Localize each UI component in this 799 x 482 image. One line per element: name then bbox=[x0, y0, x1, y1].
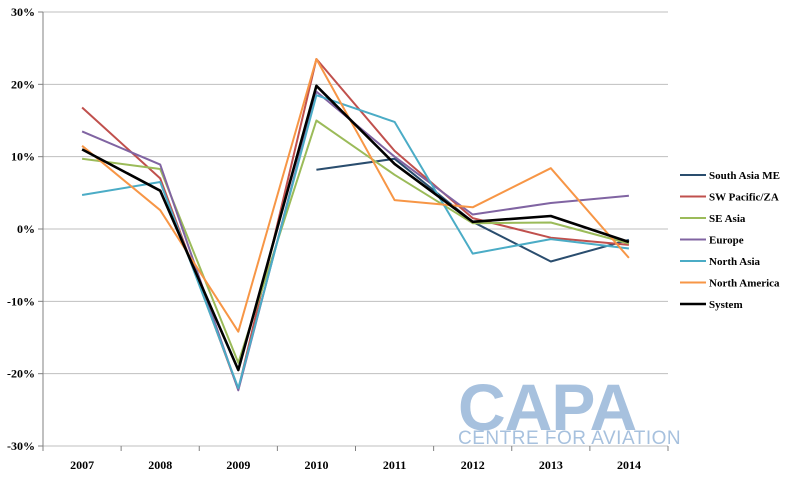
y-tick-label: 30% bbox=[11, 5, 35, 19]
y-tick-label: -10% bbox=[7, 294, 35, 308]
legend-item: South Asia ME bbox=[680, 170, 780, 182]
watermark-logo-text: CAPA bbox=[458, 370, 636, 444]
x-tick-label: 2012 bbox=[461, 458, 485, 472]
watermark-subtitle: CENTRE FOR AVIATION bbox=[458, 428, 681, 449]
capa-watermark-logo: CAPA CENTRE FOR AVIATION bbox=[458, 370, 681, 449]
x-tick-label: 2013 bbox=[539, 458, 563, 472]
y-axis-ticks: 30% 20% 10% 0% -10% -20% -30% bbox=[7, 5, 43, 453]
legend: South Asia ME SW Pacific/ZA SE Asia Europe N… bbox=[680, 170, 780, 311]
legend-item: North Asia bbox=[680, 256, 761, 268]
x-tick-label: 2009 bbox=[226, 458, 250, 472]
gridlines bbox=[42, 11, 668, 447]
x-tick-label: 2008 bbox=[148, 458, 172, 472]
x-tick-label: 2014 bbox=[617, 458, 641, 472]
x-tick-label: 2010 bbox=[304, 458, 328, 472]
y-tick-label: 10% bbox=[11, 150, 35, 164]
x-tick-label: 2007 bbox=[70, 458, 94, 472]
legend-label: SW Pacific/ZA bbox=[709, 192, 779, 204]
series-line-north-america bbox=[81, 58, 630, 333]
series-lines bbox=[81, 58, 630, 392]
legend-label: SE Asia bbox=[709, 213, 746, 225]
series-line-europe bbox=[81, 90, 629, 392]
series-line-south-asia-me bbox=[316, 157, 630, 263]
y-tick-label: -20% bbox=[7, 367, 35, 381]
y-tick-label: -30% bbox=[7, 439, 35, 453]
x-tick-label: 2011 bbox=[383, 458, 406, 472]
legend-item: Europe bbox=[680, 235, 744, 247]
legend-label: North America bbox=[709, 278, 780, 290]
legend-item: SE Asia bbox=[680, 213, 746, 225]
legend-item: North America bbox=[680, 278, 780, 290]
y-tick-label: 20% bbox=[11, 77, 35, 91]
y-tick-label: 0% bbox=[17, 222, 35, 236]
legend-item: SW Pacific/ZA bbox=[680, 192, 779, 204]
legend-label: System bbox=[709, 299, 743, 311]
legend-item: System bbox=[680, 299, 743, 311]
legend-label: Europe bbox=[709, 235, 744, 247]
series-line-north-asia bbox=[81, 94, 630, 390]
legend-label: South Asia ME bbox=[709, 170, 780, 182]
x-axis-ticks: 2007 2008 2009 2010 2011 2012 2013 2014 bbox=[42, 446, 669, 472]
legend-label: North Asia bbox=[709, 256, 761, 268]
series-line-system bbox=[81, 84, 630, 372]
